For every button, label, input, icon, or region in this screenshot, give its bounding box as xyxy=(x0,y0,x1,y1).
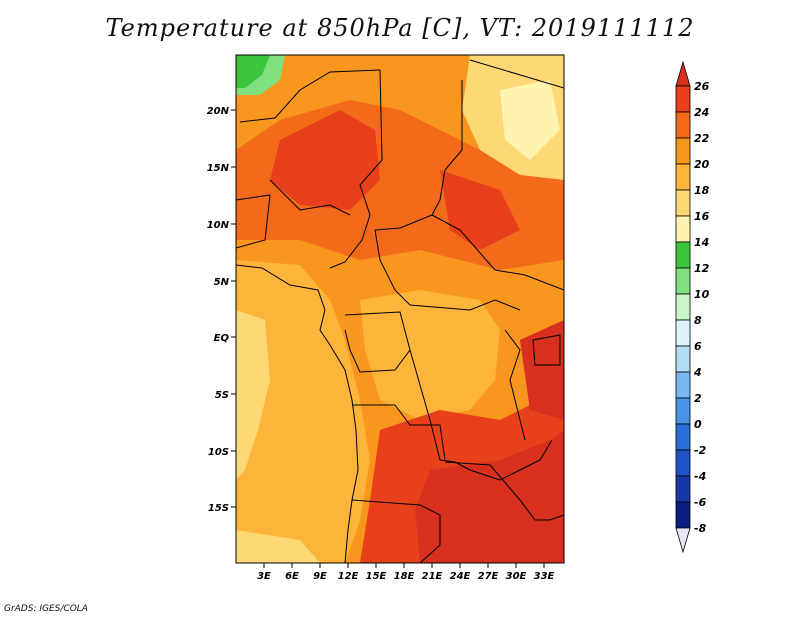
colorbar-label: -6 xyxy=(694,496,707,509)
lon-label: 30E xyxy=(506,571,527,582)
lon-label: 3E xyxy=(257,571,271,582)
colorbar-swatch xyxy=(675,319,691,347)
colorbar-label: -8 xyxy=(694,522,707,535)
colorbar-swatch xyxy=(675,85,691,113)
lat-label: 10S xyxy=(208,447,229,458)
colorbar-swatch xyxy=(675,241,691,269)
lon-label: 18E xyxy=(394,571,415,582)
colorbar-swatch xyxy=(675,501,691,529)
colorbar-label: 22 xyxy=(694,132,710,145)
colorbar-label: 6 xyxy=(694,340,702,353)
colorbar-label: 8 xyxy=(694,314,702,327)
colorbar-label: 12 xyxy=(694,262,710,275)
lon-label: 12E xyxy=(338,571,359,582)
lat-label: 10N xyxy=(207,220,230,231)
latitude-axis: 20N 15N 10N 5N EQ 5S 10S 15S xyxy=(207,106,236,514)
colorbar-swatch xyxy=(675,371,691,399)
lat-label: 20N xyxy=(207,106,230,117)
colorbar-label: 2 xyxy=(694,392,702,405)
colorbar-swatch xyxy=(675,345,691,373)
lat-label: 5S xyxy=(215,390,229,401)
lon-label: 27E xyxy=(478,571,499,582)
colorbar-label: 26 xyxy=(694,80,710,93)
credit-label: GrADS: IGES/COLA xyxy=(4,604,88,614)
lat-label: 5N xyxy=(214,277,230,288)
colorbar-top-arrow xyxy=(675,60,691,87)
colorbar-label: 24 xyxy=(694,106,709,119)
colorbar-swatch xyxy=(675,397,691,425)
colorbar-label: 4 xyxy=(693,366,702,379)
longitude-axis: 3E 6E 9E 12E 15E 18E 21E 24E 27E 30E 33E xyxy=(257,563,555,582)
lon-label: 15E xyxy=(366,571,387,582)
colorbar-label: 20 xyxy=(694,158,710,171)
colorbar-label: 14 xyxy=(694,236,709,249)
colorbar-swatch xyxy=(675,423,691,451)
colorbar-label: -2 xyxy=(694,444,707,457)
colorbar-swatch xyxy=(675,137,691,165)
lat-label: 15S xyxy=(208,503,229,514)
temperature-field xyxy=(236,55,564,563)
colorbar-label: 10 xyxy=(694,288,710,301)
colorbar-bottom-arrow xyxy=(675,527,691,554)
colorbar-label: 0 xyxy=(694,418,702,431)
lon-label: 6E xyxy=(285,571,299,582)
colorbar-label: 16 xyxy=(694,210,710,223)
colorbar-swatch xyxy=(675,267,691,295)
colorbar-swatch xyxy=(675,475,691,503)
border-lines xyxy=(236,59,564,563)
colorbar-swatch xyxy=(675,163,691,191)
map-title: Temperature at 850hPa [C], VT: 201911111… xyxy=(105,14,695,42)
lon-label: 24E xyxy=(450,571,471,582)
colorbar-label: 18 xyxy=(694,184,710,197)
colorbar-swatch xyxy=(675,215,691,243)
colorbar-swatch xyxy=(675,189,691,217)
colorbar-label: -4 xyxy=(694,470,706,483)
colorbar-swatch xyxy=(675,293,691,321)
colorbar-swatch xyxy=(675,111,691,139)
lat-label: EQ xyxy=(214,333,230,344)
lon-label: 33E xyxy=(534,571,555,582)
map-frame xyxy=(235,54,565,564)
lat-label: 15N xyxy=(207,163,230,174)
lon-label: 21E xyxy=(422,571,443,582)
colorbar-swatch xyxy=(675,449,691,477)
lon-label: 9E xyxy=(313,571,327,582)
